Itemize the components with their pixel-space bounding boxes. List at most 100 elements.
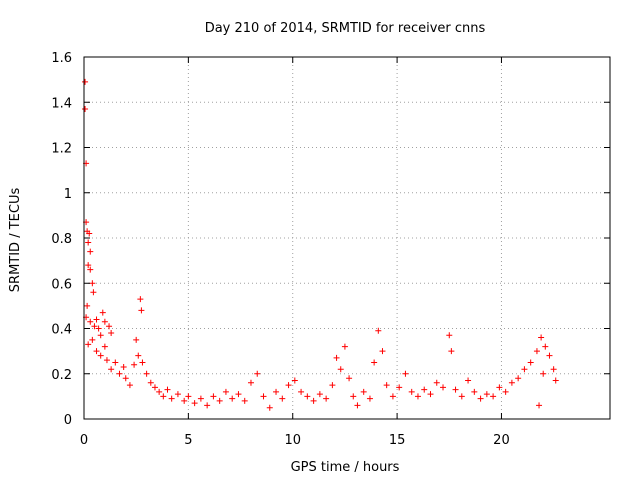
data-point bbox=[254, 370, 261, 377]
data-point bbox=[536, 402, 543, 409]
data-point bbox=[408, 388, 415, 395]
data-point bbox=[496, 384, 503, 391]
data-point bbox=[101, 343, 108, 350]
y-tick-label: 1 bbox=[64, 187, 72, 202]
data-point bbox=[421, 386, 428, 393]
x-tick-label: 20 bbox=[493, 433, 510, 448]
data-point bbox=[310, 397, 317, 404]
y-tick-label: 0.4 bbox=[51, 323, 72, 338]
data-point bbox=[550, 366, 557, 373]
data-point bbox=[414, 393, 421, 400]
data-point bbox=[222, 388, 229, 395]
x-axis-label: GPS time / hours bbox=[291, 460, 400, 475]
y-tick-label: 1.2 bbox=[51, 142, 72, 157]
data-point bbox=[122, 375, 129, 382]
data-point bbox=[101, 318, 108, 325]
data-point bbox=[483, 391, 490, 398]
data-point bbox=[210, 393, 217, 400]
data-point bbox=[379, 348, 386, 355]
data-point bbox=[383, 382, 390, 389]
data-point bbox=[538, 334, 545, 341]
data-point bbox=[135, 352, 142, 359]
data-point bbox=[174, 391, 181, 398]
data-point bbox=[97, 332, 104, 339]
data-point bbox=[120, 363, 127, 370]
y-tick-label: 1.4 bbox=[51, 96, 72, 111]
data-point bbox=[191, 400, 198, 407]
data-point bbox=[508, 379, 515, 386]
y-tick-label: 0.6 bbox=[51, 277, 72, 292]
y-tick-label: 0.8 bbox=[51, 232, 72, 247]
data-point bbox=[89, 280, 96, 287]
x-tick-label: 0 bbox=[80, 433, 88, 448]
data-point bbox=[316, 391, 323, 398]
data-point bbox=[216, 397, 223, 404]
x-tick-label: 10 bbox=[284, 433, 301, 448]
data-point bbox=[85, 262, 92, 269]
y-tick-label: 0.2 bbox=[51, 368, 72, 383]
x-tick-label: 5 bbox=[184, 433, 192, 448]
data-point bbox=[185, 393, 192, 400]
data-point bbox=[103, 357, 110, 364]
data-point bbox=[87, 266, 94, 273]
data-point bbox=[95, 325, 102, 332]
data-point bbox=[546, 352, 553, 359]
data-point bbox=[273, 388, 280, 395]
data-point bbox=[552, 377, 559, 384]
data-point bbox=[106, 323, 113, 330]
data-point bbox=[131, 361, 138, 368]
data-point bbox=[181, 397, 188, 404]
data-point bbox=[540, 370, 547, 377]
data-point bbox=[291, 377, 298, 384]
data-point bbox=[241, 397, 248, 404]
data-point bbox=[527, 359, 534, 366]
data-point bbox=[116, 370, 123, 377]
data-point bbox=[396, 384, 403, 391]
data-point bbox=[93, 316, 100, 323]
data-point bbox=[533, 348, 540, 355]
data-point bbox=[402, 370, 409, 377]
data-point bbox=[160, 393, 167, 400]
data-point bbox=[197, 395, 204, 402]
data-point bbox=[147, 379, 154, 386]
data-point bbox=[490, 393, 497, 400]
data-point bbox=[448, 348, 455, 355]
data-point bbox=[341, 343, 348, 350]
data-point bbox=[235, 391, 242, 398]
data-point bbox=[138, 307, 145, 314]
data-point bbox=[333, 354, 340, 361]
data-point bbox=[97, 352, 104, 359]
data-point bbox=[440, 384, 447, 391]
data-point bbox=[298, 388, 305, 395]
data-point bbox=[260, 393, 267, 400]
data-point bbox=[329, 382, 336, 389]
data-point bbox=[279, 395, 286, 402]
data-point bbox=[323, 395, 330, 402]
data-point bbox=[427, 391, 434, 398]
data-point bbox=[204, 402, 211, 409]
data-point bbox=[87, 248, 94, 255]
data-point bbox=[346, 375, 353, 382]
data-point bbox=[266, 404, 273, 411]
data-point bbox=[452, 386, 459, 393]
data-point bbox=[542, 343, 549, 350]
data-point bbox=[85, 341, 92, 348]
data-point bbox=[502, 388, 509, 395]
plot-frame bbox=[83, 56, 611, 420]
data-point bbox=[93, 348, 100, 355]
data-point bbox=[108, 330, 115, 337]
chart-title: Day 210 of 2014, SRMTID for receiver cnn… bbox=[205, 21, 486, 36]
data-point bbox=[108, 366, 115, 373]
data-point bbox=[304, 393, 311, 400]
data-point bbox=[89, 336, 96, 343]
x-tick-label: 15 bbox=[389, 433, 406, 448]
data-point bbox=[139, 359, 146, 366]
data-point bbox=[151, 384, 158, 391]
data-point bbox=[360, 388, 367, 395]
data-point bbox=[133, 336, 140, 343]
axes-layer: 0 0.2 0.4 0.6 0.8 1 1.2 1.4 1.6 0 5 10 15 20 bbox=[51, 51, 610, 448]
grid-layer bbox=[84, 57, 610, 419]
y-tick-label: 0 bbox=[64, 413, 72, 428]
data-point bbox=[446, 332, 453, 339]
data-point bbox=[433, 379, 440, 386]
